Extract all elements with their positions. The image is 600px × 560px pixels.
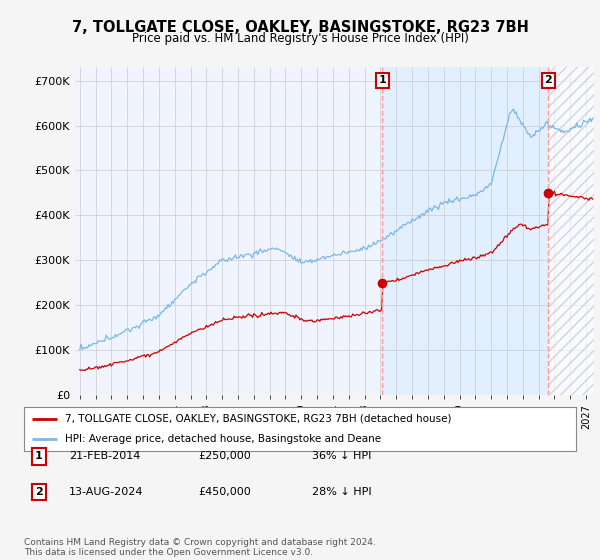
Text: 2: 2	[35, 487, 43, 497]
Bar	[548, 67, 594, 395]
Text: 1: 1	[35, 451, 43, 461]
Text: 36% ↓ HPI: 36% ↓ HPI	[312, 451, 371, 461]
Text: 2: 2	[545, 76, 553, 85]
Text: 7, TOLLGATE CLOSE, OAKLEY, BASINGSTOKE, RG23 7BH: 7, TOLLGATE CLOSE, OAKLEY, BASINGSTOKE, …	[71, 20, 529, 35]
Text: £450,000: £450,000	[198, 487, 251, 497]
Text: 21-FEB-2014: 21-FEB-2014	[69, 451, 140, 461]
Text: Price paid vs. HM Land Registry's House Price Index (HPI): Price paid vs. HM Land Registry's House …	[131, 32, 469, 45]
Text: Contains HM Land Registry data © Crown copyright and database right 2024.
This d: Contains HM Land Registry data © Crown c…	[24, 538, 376, 557]
Bar	[382, 67, 548, 395]
Bar	[548, 67, 594, 395]
Text: 13-AUG-2024: 13-AUG-2024	[69, 487, 143, 497]
Text: 28% ↓ HPI: 28% ↓ HPI	[312, 487, 371, 497]
Text: 7, TOLLGATE CLOSE, OAKLEY, BASINGSTOKE, RG23 7BH (detached house): 7, TOLLGATE CLOSE, OAKLEY, BASINGSTOKE, …	[65, 414, 452, 424]
Text: 1: 1	[379, 76, 386, 85]
Text: HPI: Average price, detached house, Basingstoke and Deane: HPI: Average price, detached house, Basi…	[65, 434, 382, 444]
Text: £250,000: £250,000	[198, 451, 251, 461]
